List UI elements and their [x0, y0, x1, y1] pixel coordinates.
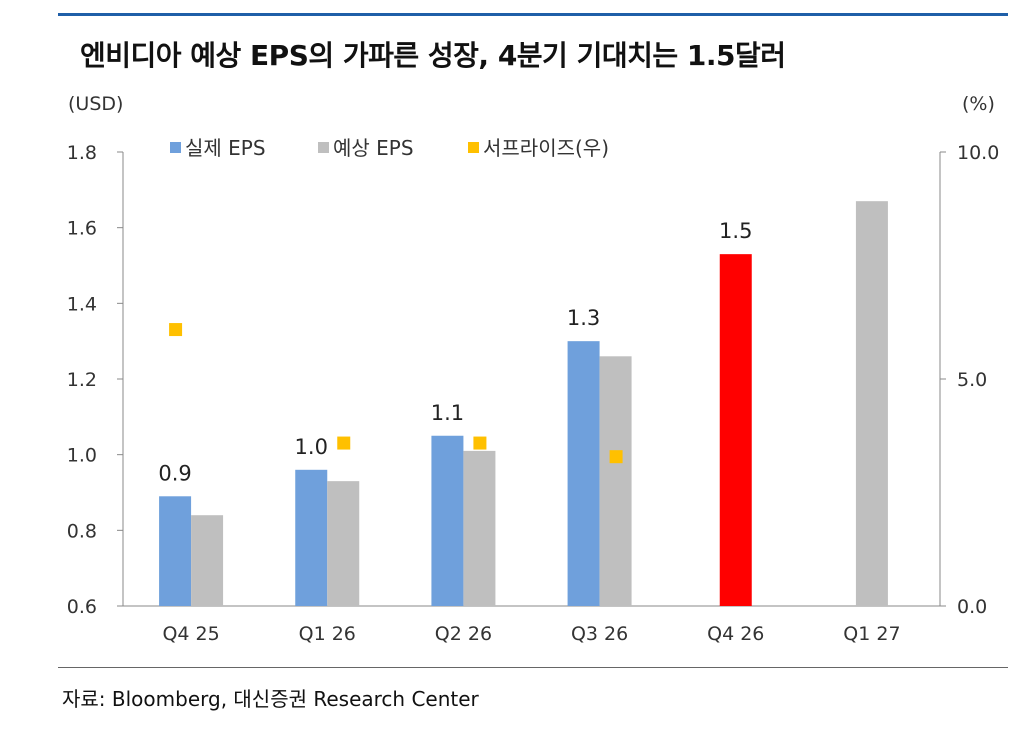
bar-actual-eps [295, 469, 328, 606]
y-tick-label-left: 1.6 [67, 218, 97, 240]
y-axis-unit-left: (USD) [68, 93, 123, 115]
x-tick-label: Q1 27 [843, 623, 900, 645]
y-tick-label-left: 0.6 [67, 596, 97, 618]
y-tick-label-left: 0.8 [67, 520, 97, 542]
x-tick-label: Q3 26 [571, 623, 628, 645]
x-tick-label: Q4 25 [162, 623, 219, 645]
top-rule [58, 13, 1008, 16]
bar-estimate-eps [855, 201, 888, 606]
data-label: 1.3 [567, 306, 600, 330]
data-label: 0.9 [158, 461, 191, 485]
y-tick-label-left: 1.8 [67, 142, 97, 164]
legend-label: 예상 EPS [333, 136, 414, 160]
surprise-marker [337, 436, 351, 450]
legend-swatch [318, 142, 329, 153]
y-tick-label-right: 10.0 [957, 142, 999, 164]
y-axis-unit-right: (%) [962, 93, 995, 115]
data-label: 1.5 [719, 219, 752, 243]
surprise-marker [473, 436, 487, 450]
y-tick-label-left: 1.2 [67, 369, 97, 391]
bar-estimate-eps [327, 481, 360, 606]
bottom-rule [58, 667, 1008, 668]
y-tick-label-left: 1.4 [67, 293, 97, 315]
bar-actual-eps [431, 435, 464, 606]
x-tick-label: Q2 26 [435, 623, 492, 645]
bar-actual-eps [159, 496, 192, 606]
bar-estimate-eps [191, 515, 224, 606]
legend-label: 서프라이즈(우) [483, 136, 609, 160]
x-tick-label: Q4 26 [707, 623, 764, 645]
legend-swatch [170, 142, 181, 153]
data-label: 1.0 [295, 435, 328, 459]
chart-title: 엔비디아 예상 EPS의 가파른 성장, 4분기 기대치는 1.5달러 [80, 39, 786, 72]
y-tick-label-right: 0.0 [957, 596, 987, 618]
legend-label: 실제 EPS [185, 136, 266, 160]
surprise-marker [169, 323, 183, 337]
x-tick-label: Q1 26 [299, 623, 356, 645]
legend-swatch [468, 142, 479, 153]
bar-actual-eps [567, 341, 600, 606]
bar-estimate-eps [599, 356, 632, 606]
y-tick-label-right: 5.0 [957, 369, 987, 391]
bar-estimate-eps-highlight [719, 254, 752, 606]
y-tick-label-left: 1.0 [67, 445, 97, 467]
source-note: 자료: Bloomberg, 대신증권 Research Center [62, 687, 479, 711]
bar-estimate-eps [463, 450, 496, 606]
surprise-marker [609, 450, 623, 464]
data-label: 1.1 [431, 401, 464, 425]
